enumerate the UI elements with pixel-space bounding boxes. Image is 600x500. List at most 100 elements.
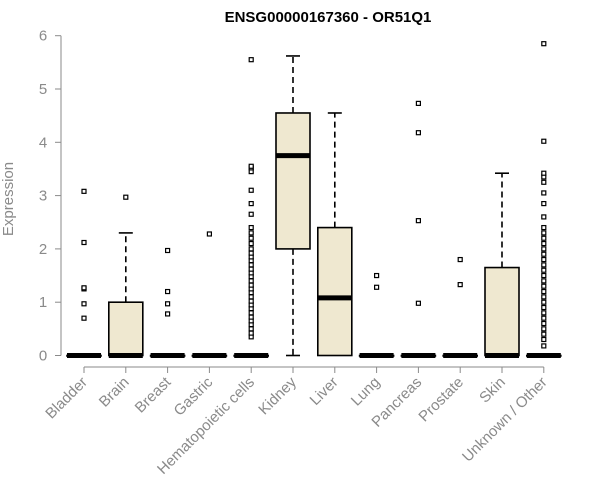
outlier-point: [541, 256, 547, 263]
outlier-point: [541, 224, 547, 231]
outlier-point: [248, 224, 254, 231]
outlier-point: [81, 315, 87, 321]
outlier-point: [541, 214, 547, 220]
outlier-point: [248, 262, 254, 268]
outlier-point: [541, 272, 547, 279]
outlier-point: [541, 262, 547, 268]
outlier-point: [248, 235, 254, 241]
outlier-point: [541, 278, 547, 284]
outlier-point: [541, 138, 547, 144]
outlier-point: [81, 239, 87, 246]
outlier-point: [541, 331, 547, 337]
outlier-point: [248, 240, 254, 247]
box-group: [525, 41, 562, 358]
outlier-point: [248, 246, 254, 252]
outlier-point: [248, 163, 254, 169]
x-tick-label: Kidney: [255, 373, 300, 418]
outlier-point: [541, 315, 547, 321]
outlier-point: [541, 336, 547, 343]
outlier-point: [541, 326, 547, 332]
chart-title: ENSG00000167360 - OR51Q1: [225, 9, 432, 26]
y-tick-label: 2: [39, 241, 47, 258]
outlier-point: [541, 230, 547, 236]
box-body: [484, 266, 520, 357]
outlier-point: [541, 170, 547, 176]
outlier-point: [541, 235, 547, 241]
outlier-point: [165, 288, 171, 295]
outlier-point: [541, 41, 547, 47]
outlier-point: [165, 311, 171, 317]
outlier-point: [123, 194, 129, 200]
x-tick-label: Lung: [348, 374, 384, 410]
box-group: [316, 112, 353, 357]
outlier-point: [248, 326, 254, 332]
y-axis-label: Expression: [0, 162, 17, 236]
box-group: [66, 188, 102, 358]
outlier-point: [457, 282, 463, 288]
outlier-point: [248, 57, 254, 63]
outlier-point: [248, 294, 254, 300]
outlier-point: [248, 282, 254, 288]
outlier-point: [248, 310, 254, 316]
outlier-point: [248, 278, 254, 284]
outlier-point: [541, 179, 547, 185]
outlier-point: [541, 267, 547, 273]
outlier-point: [248, 211, 254, 217]
y-tick-label: 4: [39, 134, 47, 151]
outlier-point: [415, 130, 421, 136]
outlier-point: [81, 188, 87, 194]
box-group: [358, 272, 395, 358]
outlier-point: [415, 218, 421, 224]
y-tick-label: 6: [39, 28, 47, 45]
x-tick-label: Brain: [96, 374, 133, 411]
y-tick-label: 0: [39, 348, 47, 365]
outlier-point: [248, 187, 254, 193]
box-group: [149, 247, 186, 358]
outlier-point: [248, 314, 254, 320]
outlier-point: [81, 285, 87, 291]
y-tick-label: 5: [39, 81, 47, 98]
outlier-point: [81, 301, 87, 307]
outlier-point: [541, 240, 547, 247]
outlier-point: [541, 294, 547, 300]
outlier-point: [541, 283, 547, 289]
y-tick-label: 1: [39, 294, 47, 311]
outlier-point: [541, 343, 547, 349]
box-group: [233, 57, 269, 358]
outlier-point: [374, 272, 380, 279]
x-tick-label: Skin: [476, 374, 509, 407]
outlier-point: [248, 330, 254, 336]
outlier-point: [415, 300, 421, 306]
outlier-point: [541, 246, 547, 252]
plot-area: [66, 41, 562, 358]
outlier-point: [541, 304, 547, 311]
box-body: [108, 301, 144, 357]
x-tick-label: Prostate: [415, 374, 467, 426]
outlier-point: [248, 266, 254, 272]
box-group: [484, 172, 520, 358]
box-group: [191, 231, 228, 358]
box-group: [400, 100, 437, 358]
outlier-point: [248, 230, 254, 236]
outlier-point: [541, 251, 547, 257]
outlier-point: [541, 288, 547, 295]
outlier-point: [457, 256, 463, 263]
x-tick-label: Breast: [132, 373, 175, 416]
box-group: [442, 256, 479, 358]
outlier-point: [248, 200, 254, 207]
outlier-point: [541, 310, 547, 316]
outlier-point: [248, 298, 254, 304]
outlier-point: [415, 100, 421, 106]
outlier-point: [165, 247, 171, 254]
box-body: [275, 112, 311, 250]
outlier-point: [541, 190, 547, 196]
box-group: [275, 55, 311, 357]
outlier-point: [374, 284, 380, 290]
outlier-point: [248, 250, 254, 256]
y-tick-label: 3: [39, 188, 47, 205]
outlier-point: [541, 200, 547, 207]
outlier-point: [541, 320, 547, 327]
outlier-point: [541, 299, 547, 305]
